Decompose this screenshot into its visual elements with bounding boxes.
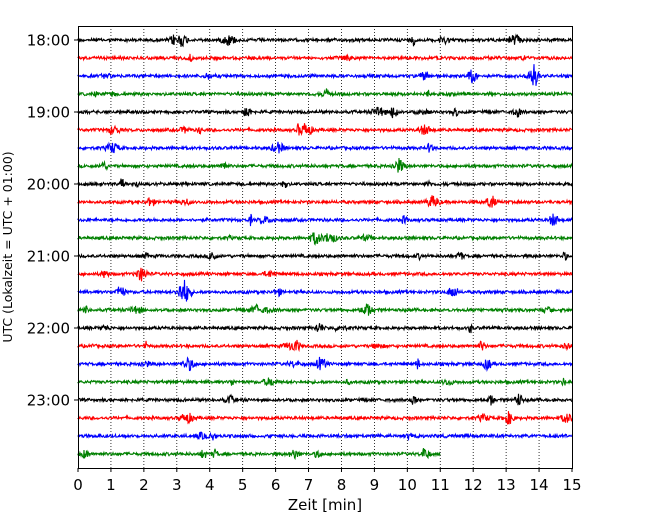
- seismic-trace-2300: [77, 393, 573, 406]
- x-tick-label: 0: [73, 476, 83, 494]
- y-axis-ticks: 18:00 19:00 20:00 21:00 22:00 23:00: [27, 32, 78, 410]
- seismic-trace-2200: [77, 323, 573, 334]
- y-tick-label: 23:00: [27, 392, 70, 410]
- x-tick-label: 11: [431, 476, 450, 494]
- traces: [77, 33, 573, 461]
- y-tick-label: 20:00: [27, 176, 70, 194]
- x-tick-label: 7: [304, 476, 314, 494]
- seismic-trace-2330: [77, 431, 573, 442]
- seismic-trace-2030: [77, 213, 573, 227]
- seismic-trace-2215: [77, 339, 573, 353]
- x-tick-label: 3: [172, 476, 182, 494]
- x-tick-label: 8: [337, 476, 347, 494]
- x-tick-label: 12: [464, 476, 483, 494]
- y-tick-label: 21:00: [27, 248, 70, 266]
- seismic-trace-1945: [77, 158, 573, 173]
- x-tick-label: 5: [238, 476, 248, 494]
- y-tick-label: 19:00: [27, 104, 70, 122]
- seismic-trace-2045: [77, 232, 573, 246]
- x-axis-ticks: 0 1 2 3 4 5 6 7 8 9 10 11 12 13 14 15: [73, 468, 582, 494]
- x-tick-label: 10: [398, 476, 417, 494]
- seismic-trace-1830: [77, 64, 573, 86]
- y-axis-label: UTC (Lokalzeit = UTC + 01:00): [0, 151, 15, 342]
- seismic-trace-1815: [77, 53, 573, 63]
- seismic-trace-2015: [77, 195, 573, 208]
- y-tick-label: 22:00: [27, 320, 70, 338]
- seismic-trace-1930: [77, 141, 573, 154]
- x-tick-label: 6: [271, 476, 281, 494]
- seismic-trace-2000: [77, 178, 573, 189]
- seismic-trace-2230: [77, 356, 573, 373]
- x-tick-label: 14: [530, 476, 549, 494]
- seismic-trace-2100: [77, 251, 573, 262]
- seismic-trace-1915: [77, 123, 573, 137]
- seismic-trace-1800: [77, 33, 573, 48]
- x-tick-label: 1: [106, 476, 116, 494]
- y-tick-label: 18:00: [27, 32, 70, 50]
- x-tick-label: 15: [562, 476, 581, 494]
- seismic-trace-2115: [77, 267, 573, 282]
- seismic-trace-2245: [77, 377, 573, 387]
- seismic-trace-1845: [77, 88, 573, 98]
- seismic-trace-2315: [77, 411, 573, 425]
- x-axis-label: Zeit [min]: [288, 496, 362, 514]
- seismic-trace-1900: [77, 106, 573, 119]
- seismic-trace-2145: [77, 302, 573, 316]
- plot-frame: [78, 26, 573, 469]
- seismic-trace-2345: [77, 448, 441, 461]
- x-tick-label: 2: [139, 476, 149, 494]
- seismic-trace-2130: [77, 279, 573, 302]
- x-tick-label: 9: [370, 476, 380, 494]
- x-tick-label: 13: [497, 476, 516, 494]
- x-tick-label: 4: [205, 476, 215, 494]
